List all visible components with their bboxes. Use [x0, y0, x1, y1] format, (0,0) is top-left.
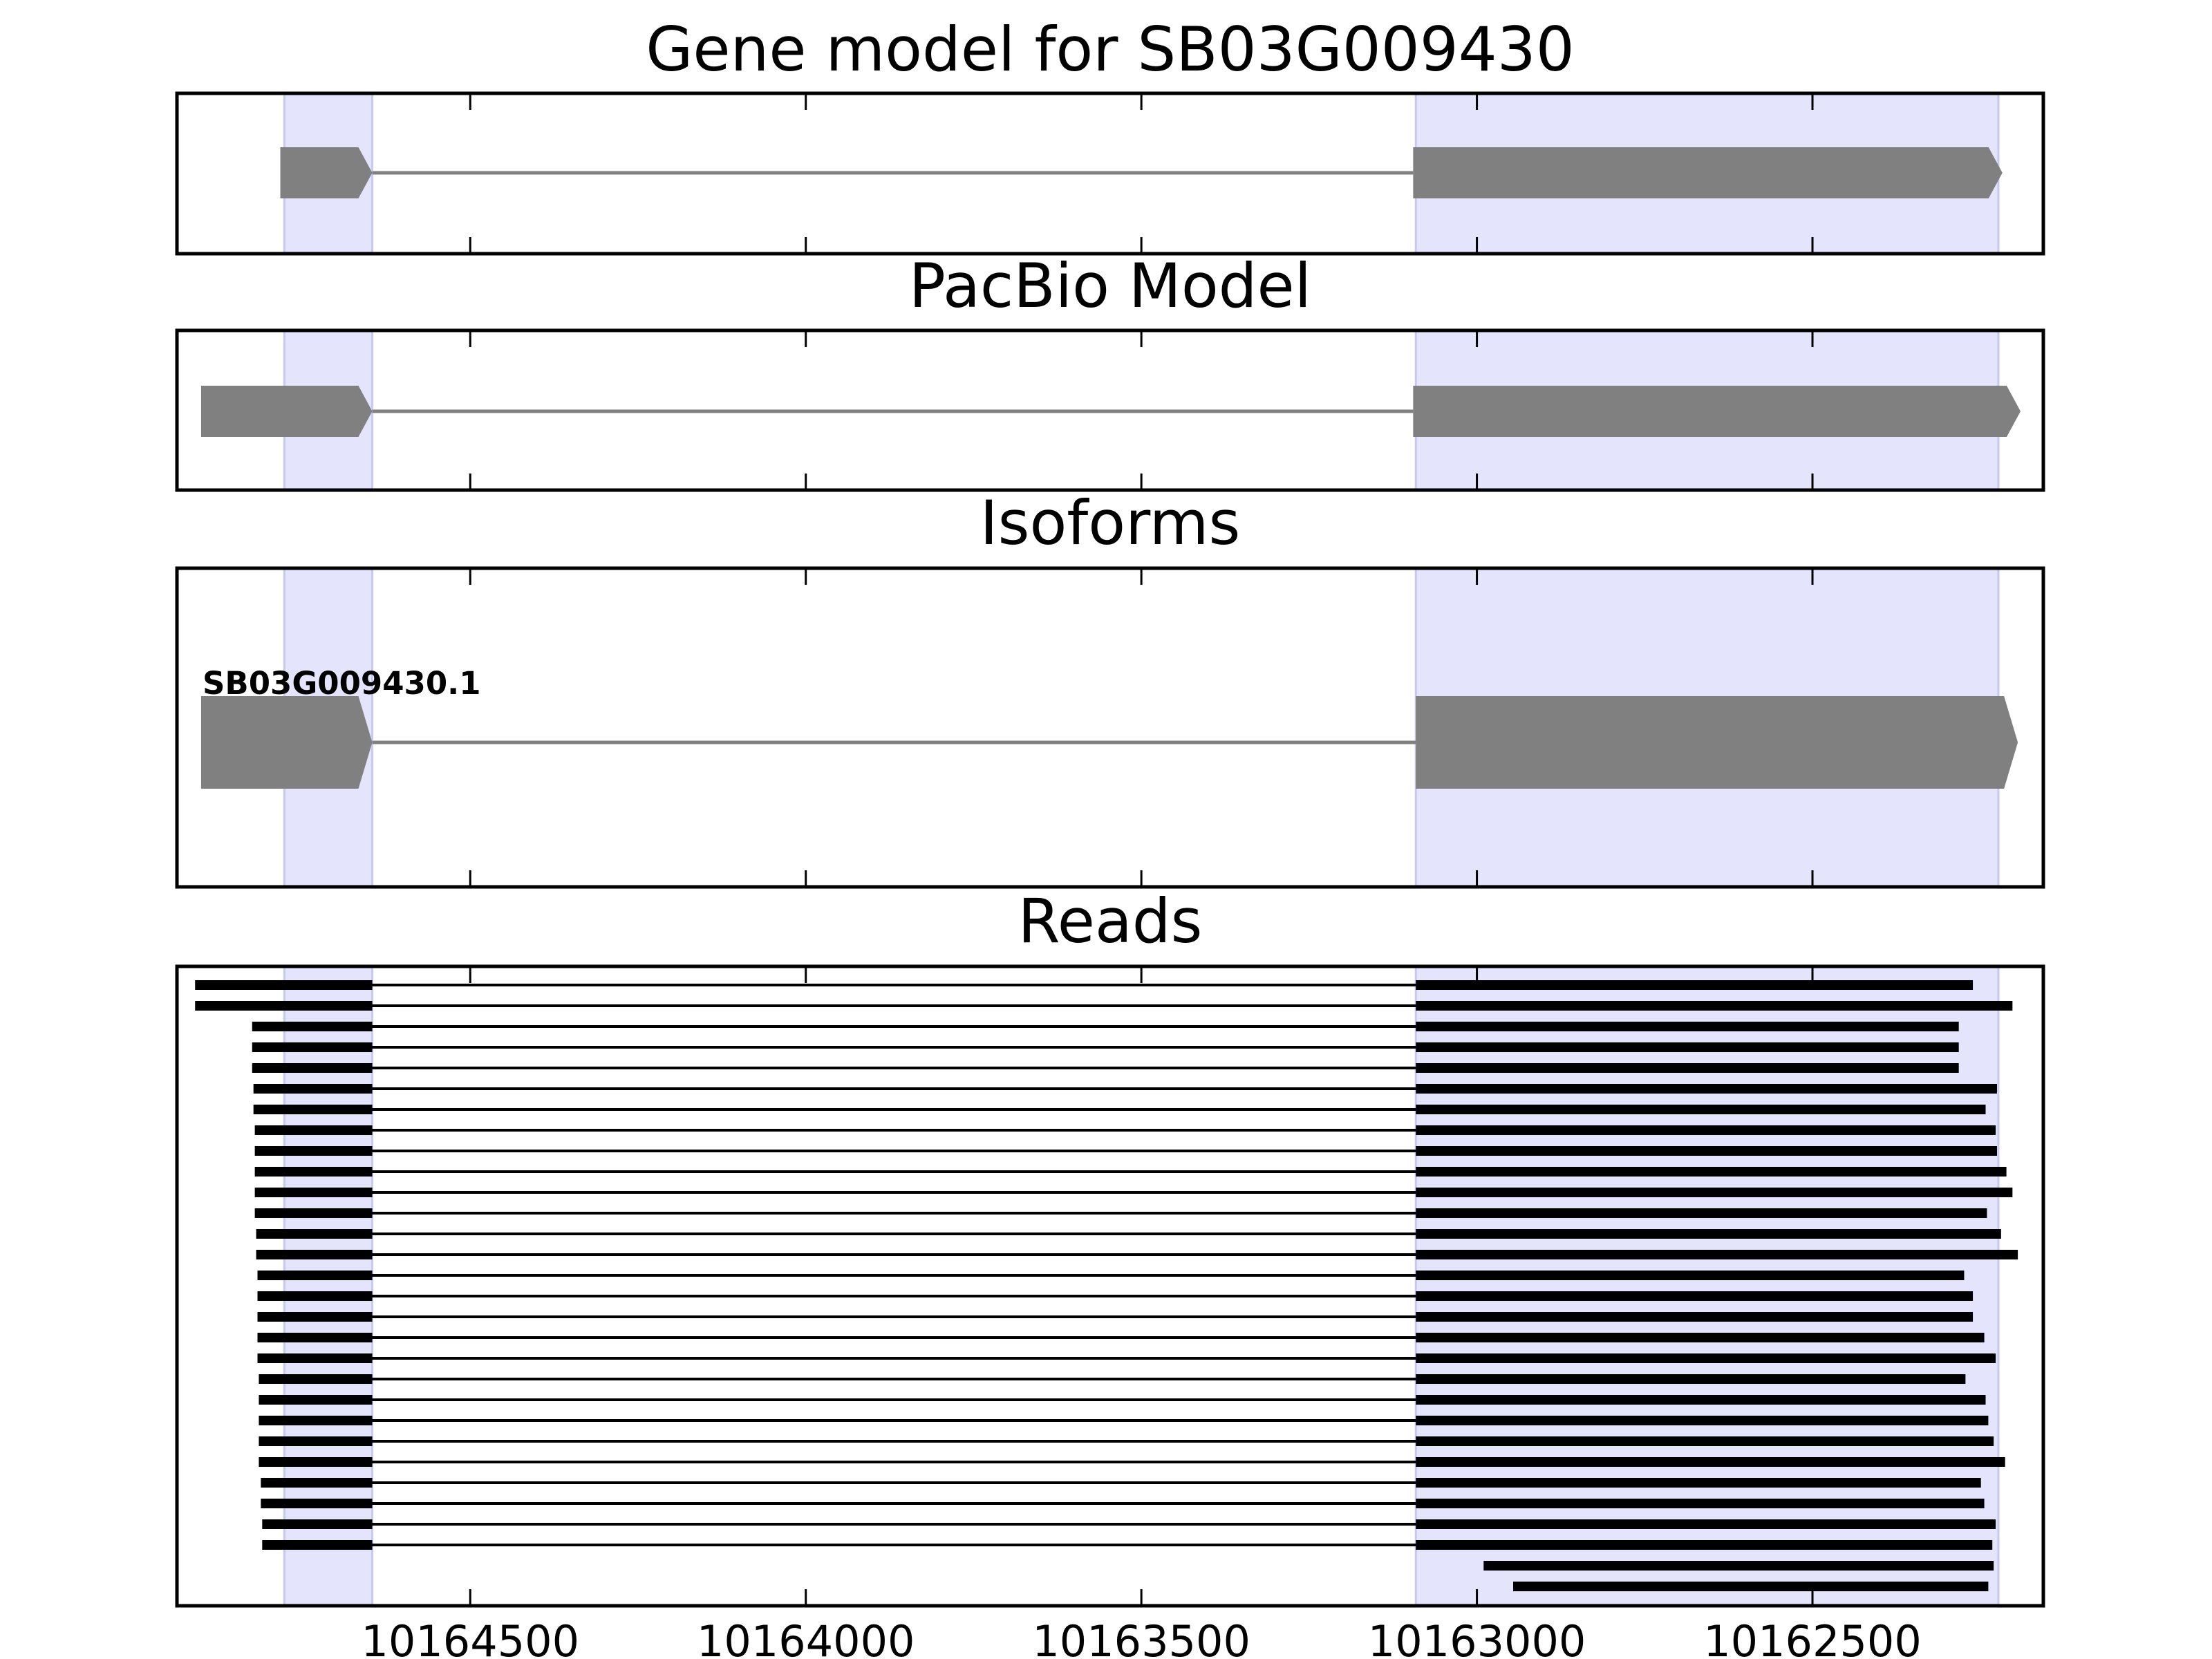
read-block: [254, 1125, 373, 1135]
read-block: [1416, 1271, 1965, 1280]
read-block: [257, 1291, 373, 1301]
read-block: [1416, 1395, 1986, 1405]
read-block: [1416, 1146, 1998, 1156]
read-block: [257, 1353, 373, 1363]
read-block: [257, 1312, 373, 1322]
panel-title: Reads: [1018, 885, 1203, 957]
read-block: [1416, 1478, 1981, 1488]
read-block: [254, 1167, 373, 1177]
panel-frame: [175, 566, 2045, 889]
read-block: [1416, 1188, 2013, 1197]
read-block: [254, 1146, 373, 1156]
read-block: [1416, 1416, 1989, 1425]
x-tick-label: 10164500: [361, 1616, 579, 1659]
read-block: [1513, 1582, 1989, 1591]
read-block: [259, 1395, 373, 1405]
read-block: [262, 1519, 373, 1529]
panel-frame: [175, 91, 2045, 256]
read-block: [262, 1540, 373, 1550]
read-block: [257, 1271, 373, 1280]
read-block: [1416, 1499, 1985, 1508]
read-block: [261, 1478, 373, 1488]
read-block: [1416, 1291, 1974, 1301]
read-block: [1416, 980, 1974, 990]
read-block: [1416, 1457, 2005, 1467]
read-block: [254, 1208, 373, 1218]
read-block: [1416, 1519, 1996, 1529]
read-block: [1416, 1105, 1986, 1114]
read-block: [252, 1063, 373, 1073]
read-block: [1483, 1561, 1994, 1571]
x-tick-label: 10163500: [1032, 1616, 1250, 1659]
exon: [1416, 696, 2018, 789]
read-block: [261, 1499, 373, 1508]
panel-frame: [175, 964, 2045, 1608]
x-tick-label: 10163000: [1368, 1616, 1586, 1659]
panel-frame: [175, 328, 2045, 492]
panel-title: PacBio Model: [909, 250, 1311, 321]
read-block: [1416, 1063, 1959, 1073]
read-block: [256, 1250, 373, 1259]
read-block: [1416, 1022, 1959, 1031]
read-block: [256, 1229, 373, 1239]
read-block: [1416, 1540, 1993, 1550]
read-block: [1416, 1084, 1998, 1094]
read-block: [259, 1374, 373, 1384]
read-block: [1416, 1353, 1996, 1363]
exon: [200, 386, 373, 437]
read-block: [1416, 1250, 2018, 1259]
exon: [1413, 386, 2021, 437]
read-block: [259, 1457, 373, 1467]
read-block: [195, 1001, 373, 1011]
read-block: [1416, 1229, 2001, 1239]
read-block: [252, 1042, 373, 1052]
read-block: [254, 1188, 373, 1197]
read-block: [1416, 1001, 2013, 1011]
exon: [280, 147, 373, 198]
read-block: [1416, 1333, 1985, 1342]
read-block: [1416, 1042, 1959, 1052]
highlight: [1414, 965, 2000, 1607]
read-block: [1416, 1436, 1994, 1446]
read-block: [253, 1084, 373, 1094]
read-block: [1416, 1208, 1987, 1218]
read-block: [1416, 1167, 2007, 1177]
read-block: [253, 1105, 373, 1114]
read-block: [1416, 1312, 1974, 1322]
read-block: [252, 1022, 373, 1031]
x-tick-label: 10162500: [1703, 1616, 1922, 1659]
panel-title: Isoforms: [980, 487, 1241, 559]
panel-title: Gene model for SB03G009430: [646, 14, 1575, 85]
read-block: [257, 1333, 373, 1342]
read-block: [195, 980, 373, 990]
x-tick-label: 10164000: [697, 1616, 915, 1659]
read-block: [1416, 1125, 1996, 1135]
read-block: [259, 1416, 373, 1425]
exon: [1413, 147, 2003, 198]
read-block: [259, 1436, 373, 1446]
read-block: [1416, 1374, 1966, 1384]
highlight: [283, 965, 374, 1607]
exon: [200, 696, 373, 789]
isoform-label: SB03G009430.1: [203, 665, 481, 702]
